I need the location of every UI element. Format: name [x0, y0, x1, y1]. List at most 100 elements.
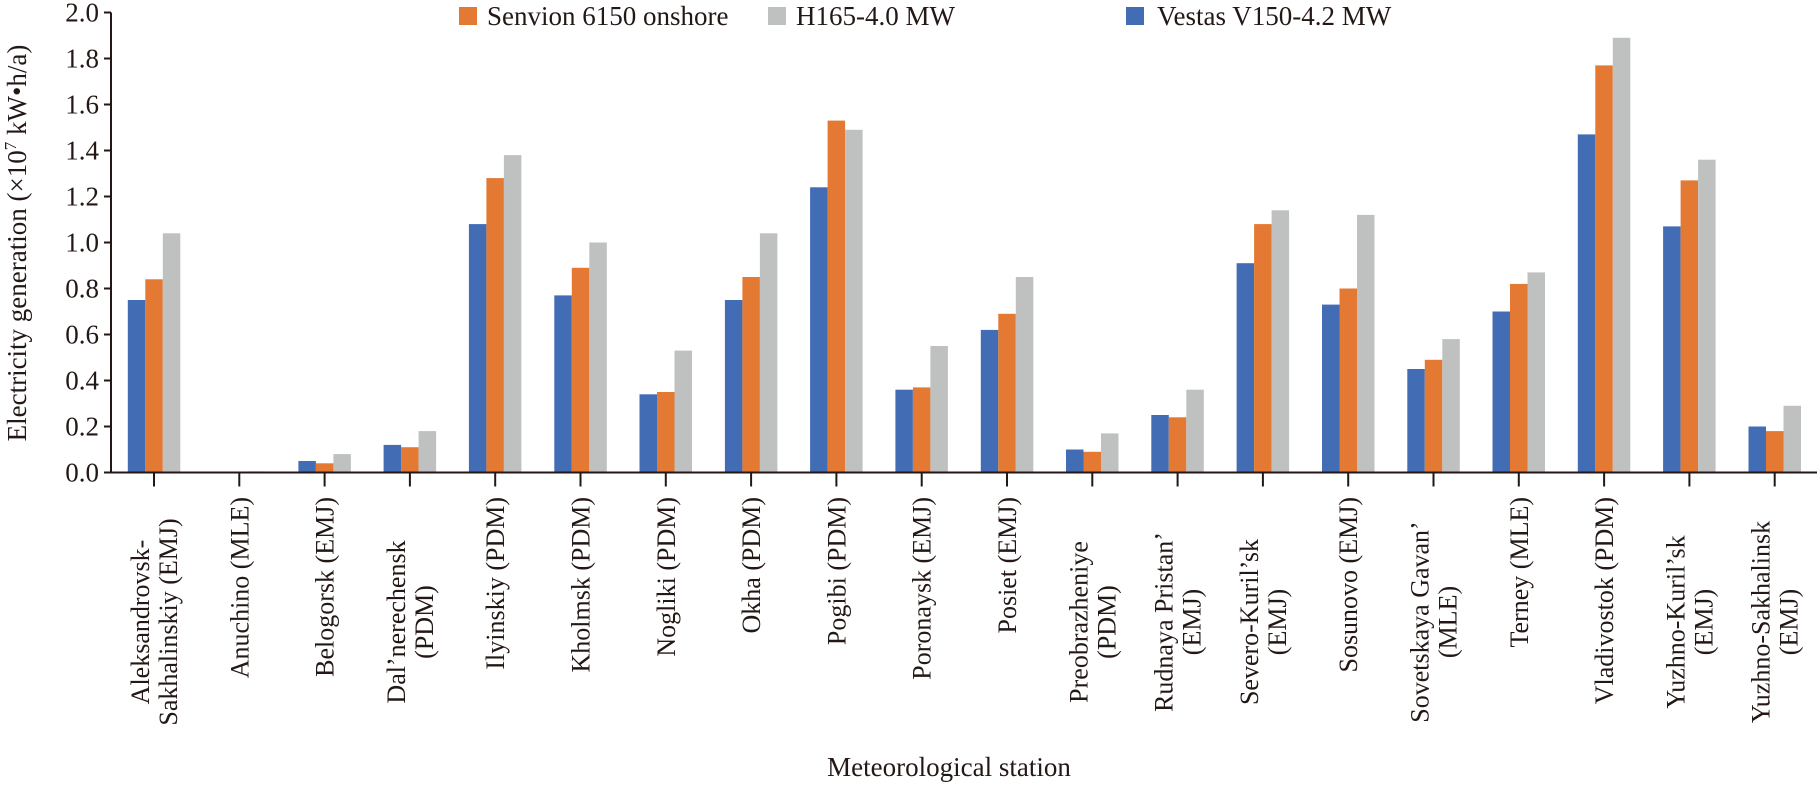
bar-senvion-6150-onshore	[571, 267, 590, 473]
bar-senvion-6150-onshore	[1424, 359, 1443, 473]
y-axis-title-exponent: 7	[1, 141, 20, 150]
legend-swatch-senvion	[459, 7, 477, 25]
x-tick-label: (MLE)	[1434, 586, 1463, 658]
bar-vestas-v150-4-2-mw	[1492, 311, 1510, 473]
bar-vestas-v150-4-2-mw	[1663, 226, 1681, 473]
bar-vestas-v150-4-2-mw	[639, 394, 657, 473]
bar-vestas-v150-4-2-mw	[724, 300, 743, 473]
bar-h165-4-0-mw	[1698, 159, 1716, 473]
legend-swatch-h165	[768, 7, 786, 25]
x-tick-label: Belogorsk (EMJ)	[311, 497, 340, 677]
x-tick-label: Terney (MLE)	[1505, 497, 1534, 648]
x-tick-label: (PDM)	[410, 585, 439, 659]
legend-label-vestas: Vestas V150-4.2 MW	[1157, 1, 1392, 31]
bar-vestas-v150-4-2-mw	[127, 300, 146, 473]
x-tick-label: Anuchino (MLE)	[225, 497, 254, 678]
bar-senvion-6150-onshore	[998, 313, 1016, 473]
y-tick-label: 0.6	[65, 320, 99, 350]
bar-vestas-v150-4-2-mw	[1407, 369, 1425, 473]
x-tick-label: Yuzhno-Sakhalinsk	[1747, 521, 1776, 723]
bar-vestas-v150-4-2-mw	[1066, 449, 1084, 473]
x-tick-label: Okha (PDM)	[737, 497, 766, 634]
x-tick-label: Sakhalinskiy (EMJ)	[154, 518, 183, 725]
x-tick-label: Dal’nerechensk	[382, 540, 411, 703]
bar-senvion-6150-onshore	[1168, 417, 1187, 473]
bar-h165-4-0-mw	[1186, 389, 1204, 473]
bar-vestas-v150-4-2-mw	[1322, 304, 1340, 473]
bar-h165-4-0-mw	[930, 346, 948, 473]
bar-vestas-v150-4-2-mw	[1236, 263, 1255, 473]
bar-h165-4-0-mw	[1271, 210, 1290, 473]
bars-layer	[127, 37, 1801, 473]
bar-h165-4-0-mw	[759, 233, 778, 473]
bar-senvion-6150-onshore	[315, 463, 334, 473]
bar-h165-4-0-mw	[503, 155, 522, 473]
legend-item-vestas[interactable]: Vestas V150-4.2 MW	[1126, 1, 1392, 31]
y-tick-label: 0.8	[65, 274, 99, 304]
bar-h165-4-0-mw	[589, 242, 607, 473]
x-tick-label: Kholmsk (PDM)	[567, 497, 596, 673]
legend-label-h165: H165-4.0 MW	[796, 1, 955, 31]
bar-vestas-v150-4-2-mw	[1748, 426, 1766, 473]
y-tick-label: 1.2	[65, 182, 99, 212]
bar-senvion-6150-onshore	[486, 178, 504, 473]
bar-senvion-6150-onshore	[657, 392, 675, 473]
y-tick-label: 1.8	[65, 44, 99, 74]
x-axis-title: Meteorological station	[827, 752, 1071, 782]
y-tick-label: 0.4	[65, 366, 99, 396]
bar-senvion-6150-onshore	[742, 277, 760, 473]
x-tick-label: Ilyinskiy (PDM)	[481, 497, 510, 670]
x-tick-label: Posiet (EMJ)	[993, 497, 1022, 634]
bar-h165-4-0-mw	[1612, 37, 1631, 473]
y-axis-title-prefix: Electricity generation (×10	[2, 150, 32, 441]
x-tick-label: (EMJ)	[1263, 589, 1292, 655]
x-tick-label: (PDM)	[1092, 585, 1121, 659]
bar-vestas-v150-4-2-mw	[298, 461, 316, 473]
bar-vestas-v150-4-2-mw	[1577, 134, 1596, 473]
bar-senvion-6150-onshore	[1083, 451, 1101, 473]
bar-senvion-6150-onshore	[1510, 283, 1528, 473]
bar-h165-4-0-mw	[1783, 405, 1801, 473]
x-tick-label: Vladivostok (PDM)	[1590, 497, 1619, 704]
y-tick-label: 0.0	[65, 458, 99, 488]
bar-h165-4-0-mw	[1527, 272, 1545, 473]
bar-h165-4-0-mw	[1101, 433, 1119, 473]
bar-senvion-6150-onshore	[1595, 65, 1613, 473]
x-tick-label: Sosunovo (EMJ)	[1334, 497, 1363, 673]
y-tick-label: 1.6	[65, 90, 99, 120]
x-tick-label: (EMJ)	[1178, 589, 1207, 655]
x-tick-label: (EMJ)	[1689, 589, 1718, 655]
bar-senvion-6150-onshore	[1254, 224, 1272, 473]
legend-label-senvion: Senvion 6150 onshore	[487, 1, 729, 31]
bar-h165-4-0-mw	[418, 431, 437, 473]
bar-senvion-6150-onshore	[1766, 431, 1784, 473]
bar-senvion-6150-onshore	[827, 120, 846, 473]
y-tick-label: 1.4	[65, 136, 99, 166]
x-tick-label: Nogliki (PDM)	[652, 497, 681, 657]
bar-vestas-v150-4-2-mw	[810, 187, 828, 473]
bar-h165-4-0-mw	[674, 350, 692, 473]
legend-swatch-vestas	[1126, 7, 1144, 25]
legend-item-senvion[interactable]: Senvion 6150 onshore	[459, 1, 729, 31]
axes-layer	[104, 11, 1817, 487]
x-tick-label: Aleksandrovsk-	[126, 540, 155, 705]
bar-h165-4-0-mw	[1015, 277, 1034, 473]
legend-item-h165[interactable]: H165-4.0 MW	[768, 1, 955, 31]
y-tick-label: 1.0	[65, 228, 99, 258]
bar-senvion-6150-onshore	[1339, 288, 1357, 473]
x-tick-label: Preobrazheniye	[1064, 541, 1093, 703]
x-tick-labels: Aleksandrovsk- Sakhalinskiy (EMJ) Anuchino…	[126, 497, 1804, 726]
y-axis-title-suffix: kW•h/a)	[2, 45, 32, 142]
x-tick-label: Sovetskaya Gavan’	[1406, 521, 1435, 722]
y-axis-title: Electricity generation (×107 kW•h/a)	[1, 45, 32, 442]
bar-h165-4-0-mw	[333, 454, 351, 473]
x-tick-label: Poronaysk (EMJ)	[908, 497, 937, 680]
bar-vestas-v150-4-2-mw	[383, 444, 402, 473]
bar-senvion-6150-onshore	[1680, 180, 1699, 473]
bar-h165-4-0-mw	[845, 129, 863, 473]
bar-vestas-v150-4-2-mw	[554, 295, 572, 473]
bar-vestas-v150-4-2-mw	[895, 389, 913, 473]
bar-senvion-6150-onshore	[912, 387, 931, 473]
x-tick-label: (EMJ)	[1775, 589, 1804, 655]
bar-senvion-6150-onshore	[401, 447, 419, 473]
